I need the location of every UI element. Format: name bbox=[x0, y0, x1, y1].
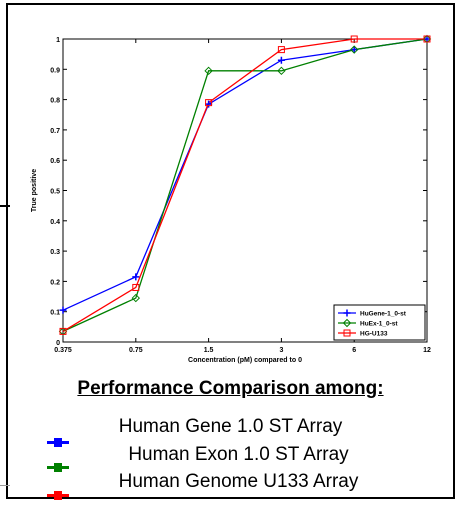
y-tick-label: 0.1 bbox=[50, 310, 60, 317]
data-point-0 bbox=[277, 56, 285, 64]
divider-line-lower bbox=[0, 485, 10, 486]
figure-frame bbox=[6, 3, 455, 499]
series-line-2 bbox=[62, 38, 427, 332]
x-axis-label: Concentration (pM) compared to 0 bbox=[188, 357, 302, 364]
y-tick-label: 1 bbox=[56, 37, 60, 44]
data-point-2 bbox=[277, 46, 285, 54]
caption-swatch-green-icon bbox=[47, 463, 69, 472]
legend-marker-0 bbox=[343, 309, 351, 317]
y-axis-label: True positive bbox=[31, 169, 38, 212]
x-tick-label: 0.75 bbox=[129, 347, 143, 354]
series-line-0 bbox=[62, 38, 428, 311]
x-tick-label: 0.375 bbox=[54, 347, 72, 354]
legend-label-2: HG-U133 bbox=[360, 331, 388, 338]
data-point-0 bbox=[423, 35, 431, 43]
y-tick-label: 0.6 bbox=[50, 158, 60, 165]
x-tick-label: 3 bbox=[279, 347, 283, 354]
caption-item-human-exon: Human Exon 1.0 ST Array bbox=[128, 444, 349, 465]
y-tick-label: 0.8 bbox=[50, 98, 60, 105]
data-point-2 bbox=[350, 35, 358, 43]
data-point-1 bbox=[204, 66, 213, 76]
caption-swatch-red-icon bbox=[47, 491, 69, 500]
data-point-1 bbox=[349, 45, 359, 54]
divider-line bbox=[0, 205, 10, 207]
y-tick-label: 0.3 bbox=[50, 249, 60, 256]
data-point-0 bbox=[350, 46, 358, 54]
x-tick-label: 12 bbox=[423, 347, 431, 354]
series-line-1 bbox=[62, 38, 428, 332]
data-point-1 bbox=[131, 293, 141, 303]
data-point-2 bbox=[205, 99, 213, 107]
y-tick-label: 0.7 bbox=[50, 128, 60, 135]
y-tick-label: 0.2 bbox=[50, 279, 60, 286]
caption-swatch-blue-icon bbox=[47, 438, 69, 447]
caption-item-human-genome: Human Genome U133 Array bbox=[118, 471, 359, 492]
x-tick-label: 1.5 bbox=[204, 347, 214, 354]
legend-label-0: HuGene-1_0-st bbox=[360, 311, 407, 318]
data-point-2 bbox=[132, 283, 140, 291]
legend-marker-1 bbox=[342, 318, 352, 328]
plot-area bbox=[62, 38, 428, 343]
data-point-0 bbox=[132, 273, 140, 281]
data-point-2 bbox=[59, 327, 67, 335]
x-tick-label: 6 bbox=[352, 347, 356, 354]
legend-marker-2 bbox=[343, 329, 351, 337]
data-point-2 bbox=[423, 35, 431, 43]
data-point-0 bbox=[59, 306, 67, 314]
data-point-1 bbox=[277, 66, 286, 76]
data-point-0 bbox=[205, 100, 213, 108]
y-tick-label: 0.5 bbox=[50, 189, 60, 196]
caption-item-human-gene: Human Gene 1.0 ST Array bbox=[118, 416, 343, 437]
y-tick-label: 0.4 bbox=[50, 219, 60, 226]
y-tick-label: 0 bbox=[56, 340, 60, 347]
line-chart: 0 0.1 0.2 0.3 0.4 0.5 0.6 0.7 0.8 0.9 1 0.375 0.75 1.… bbox=[31, 34, 432, 364]
caption-title: Performance Comparison among: bbox=[77, 378, 384, 399]
y-tick-label: 0.9 bbox=[50, 67, 60, 74]
legend-label-1: HuEx-1_0-st bbox=[360, 321, 398, 328]
